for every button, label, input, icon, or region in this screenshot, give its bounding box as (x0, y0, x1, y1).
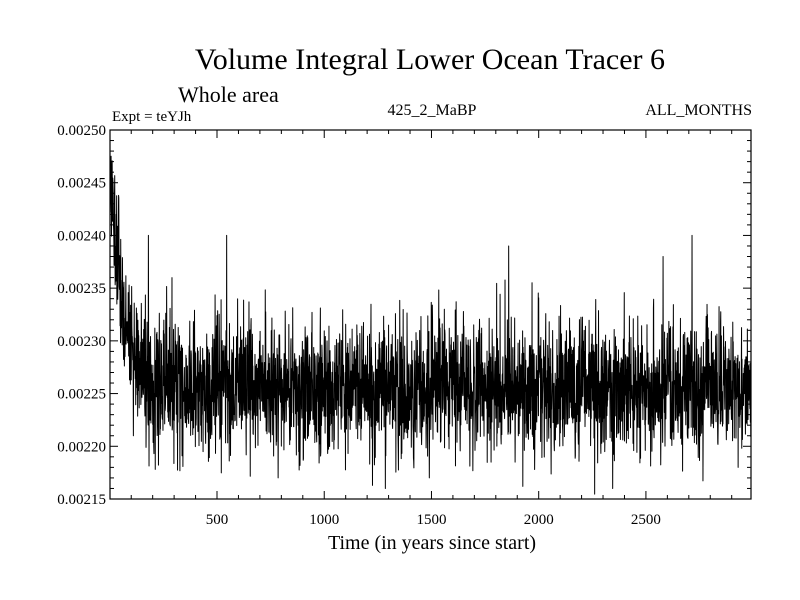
series-line (109, 151, 752, 495)
y-tick-label: 0.00220 (57, 439, 106, 455)
y-tick-label: 0.00240 (57, 228, 106, 244)
expt-label: Expt = teYJh (112, 109, 192, 125)
y-tick-label: 0.00250 (57, 123, 106, 139)
y-tick-label: 0.00215 (57, 492, 106, 508)
x-axis-label: Time (in years since start) (328, 532, 536, 554)
x-tick-label: 500 (206, 512, 229, 528)
y-tick-label: 0.00235 (57, 281, 106, 297)
months-label: ALL_MONTHS (645, 102, 752, 119)
y-tick-label: 0.00225 (57, 387, 106, 403)
chart-title: Volume Integral Lower Ocean Tracer 6 (195, 43, 665, 76)
run-label: 425_2_MaBP (388, 102, 477, 119)
plot-frame (109, 129, 752, 500)
chart-subtitle: Whole area (178, 82, 279, 107)
x-axis: 500 1000 1500 2000 2500 (130, 130, 733, 528)
x-tick-label: 1500 (416, 512, 446, 528)
x-tick-label: 2500 (631, 512, 661, 528)
y-tick-label: 0.00245 (57, 176, 106, 192)
x-tick-label: 2000 (524, 512, 554, 528)
x-tick-label: 1000 (309, 512, 339, 528)
y-axis: 0.00215 0.00220 0.00225 0.00230 0.00235 0.002… (57, 123, 751, 508)
data-layer (109, 151, 752, 495)
y-tick-label: 0.00230 (57, 334, 106, 350)
